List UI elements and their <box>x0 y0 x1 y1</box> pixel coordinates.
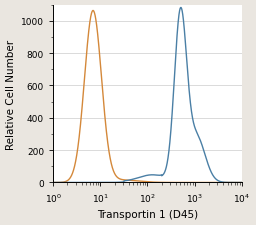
Y-axis label: Relative Cell Number: Relative Cell Number <box>6 39 16 149</box>
X-axis label: Transportin 1 (D45): Transportin 1 (D45) <box>97 209 198 219</box>
